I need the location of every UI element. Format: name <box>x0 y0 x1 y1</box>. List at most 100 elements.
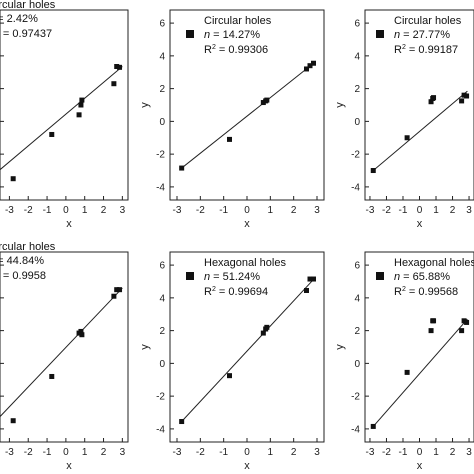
data-point <box>304 287 309 293</box>
data-point <box>49 131 55 137</box>
legend: Circular holes n = 27.77% R2 = 0.99187 <box>376 15 462 56</box>
x-tick-label: -3 <box>5 205 14 216</box>
x-tick-label: 2 <box>450 447 456 458</box>
data-point <box>79 332 85 338</box>
data-point <box>76 112 82 118</box>
data-point <box>428 328 434 334</box>
y-tick-label: 4 <box>354 51 360 62</box>
fit-line <box>372 90 468 171</box>
x-tick-label: 0 <box>417 447 423 458</box>
y-tick-label: 6 <box>159 19 165 30</box>
legend: Circular holes n = 14.27% R2 = 0.99306 <box>186 15 272 56</box>
data-point <box>117 287 123 293</box>
x-tick-label: 2 <box>101 205 107 216</box>
data-point <box>227 136 232 142</box>
data-point <box>117 64 123 70</box>
data-point <box>79 97 85 103</box>
y-tick-label: 0 <box>354 359 360 370</box>
data-point <box>264 97 270 103</box>
legend-r2-value: R2 = 0.99306 <box>204 44 268 56</box>
y-tick-label: -4 <box>156 182 165 193</box>
y-tick-label: 2 <box>159 326 165 337</box>
data-point <box>307 276 313 282</box>
x-tick-label: 3 <box>466 447 472 458</box>
legend-n-value: n = 14.27% <box>204 29 260 41</box>
y-tick-label: 0 <box>159 117 165 128</box>
data-point <box>10 176 16 182</box>
data-point <box>49 373 55 379</box>
y-axis-label: y <box>334 344 346 350</box>
x-tick-label: -2 <box>382 447 391 458</box>
x-tick-label: 1 <box>268 205 274 216</box>
legend-title: Circular holes <box>0 241 56 253</box>
x-tick-label: -1 <box>43 205 52 216</box>
legend-r2-value: R2 = 0.97437 <box>0 28 52 40</box>
plot-frame <box>0 9 129 201</box>
x-tick-label: 0 <box>63 447 69 458</box>
y-tick-label: -4 <box>351 424 360 435</box>
data-point <box>111 293 117 299</box>
data-point <box>227 373 232 379</box>
x-tick-label: -2 <box>24 447 33 458</box>
y-tick-label: -2 <box>351 392 360 403</box>
data-point <box>431 95 437 101</box>
data-point <box>114 64 120 70</box>
y-tick-label: 4 <box>159 51 165 62</box>
legend-marker <box>186 272 194 280</box>
chart-panel-1: -3 -2 -1 0 1 2 3 x Circular holes n = 2.42% R2 = 0… <box>0 0 129 230</box>
x-tick-label: -3 <box>173 205 182 216</box>
data-point <box>428 99 434 105</box>
legend-n-value: n = 27.77% <box>394 29 450 41</box>
legend: Circular holes n = 44.84% R2 = 0.9958 <box>0 241 56 282</box>
data-point <box>311 276 316 282</box>
x-tick-label: -2 <box>196 205 205 216</box>
x-axis-label: x <box>66 460 72 472</box>
y-tick-label: 6 <box>354 19 360 30</box>
y-tick-label: -2 <box>156 150 165 161</box>
x-tick-label: -3 <box>173 447 182 458</box>
x-tick-label: -1 <box>399 205 408 216</box>
y-axis-label: y <box>139 102 151 108</box>
legend-marker <box>376 30 384 38</box>
x-tick-label: -1 <box>399 447 408 458</box>
x-tick-label: -3 <box>366 205 375 216</box>
data-point <box>404 369 410 375</box>
data-point <box>264 324 270 330</box>
x-tick-label: 1 <box>433 447 439 458</box>
data-point <box>78 102 84 108</box>
x-tick-label: 0 <box>417 205 423 216</box>
legend-n-value: n = 44.84% <box>0 255 44 267</box>
y-tick-label: -2 <box>351 150 360 161</box>
x-tick-label: -3 <box>5 447 14 458</box>
x-tick-label: 0 <box>244 205 250 216</box>
y-axis-label: y <box>139 344 151 350</box>
legend-marker <box>376 272 384 280</box>
x-tick-label: 3 <box>314 205 320 216</box>
data-point <box>260 330 266 336</box>
data-point <box>10 418 16 424</box>
data-point <box>464 93 470 99</box>
x-tick-label: 3 <box>314 447 320 458</box>
x-tick-label: -1 <box>219 205 228 216</box>
x-tick-label: 2 <box>291 447 297 458</box>
data-point <box>78 328 84 334</box>
fit-line <box>0 287 123 417</box>
data-point <box>431 318 437 324</box>
x-tick-label: -1 <box>219 447 228 458</box>
x-tick-label: 3 <box>120 205 126 216</box>
x-tick-label: -2 <box>24 205 33 216</box>
legend-title: Circular holes <box>204 15 272 27</box>
fit-line <box>181 277 316 422</box>
legend: Circular holes n = 2.42% R2 = 0.97437 <box>0 0 56 40</box>
data-point <box>111 81 117 87</box>
data-point <box>459 98 465 104</box>
x-tick-label: 0 <box>63 205 69 216</box>
y-tick-label: 4 <box>159 293 165 304</box>
x-tick-label: 1 <box>82 447 88 458</box>
chart-panel-5: -3 -2 -1 0 1 2 3 -4 -2 0 2 4 6 x y Hexagonal holes n = 5… <box>139 251 325 472</box>
y-tick-label: 6 <box>354 261 360 272</box>
x-tick-label: -2 <box>382 205 391 216</box>
x-axis-label: x <box>417 460 423 472</box>
